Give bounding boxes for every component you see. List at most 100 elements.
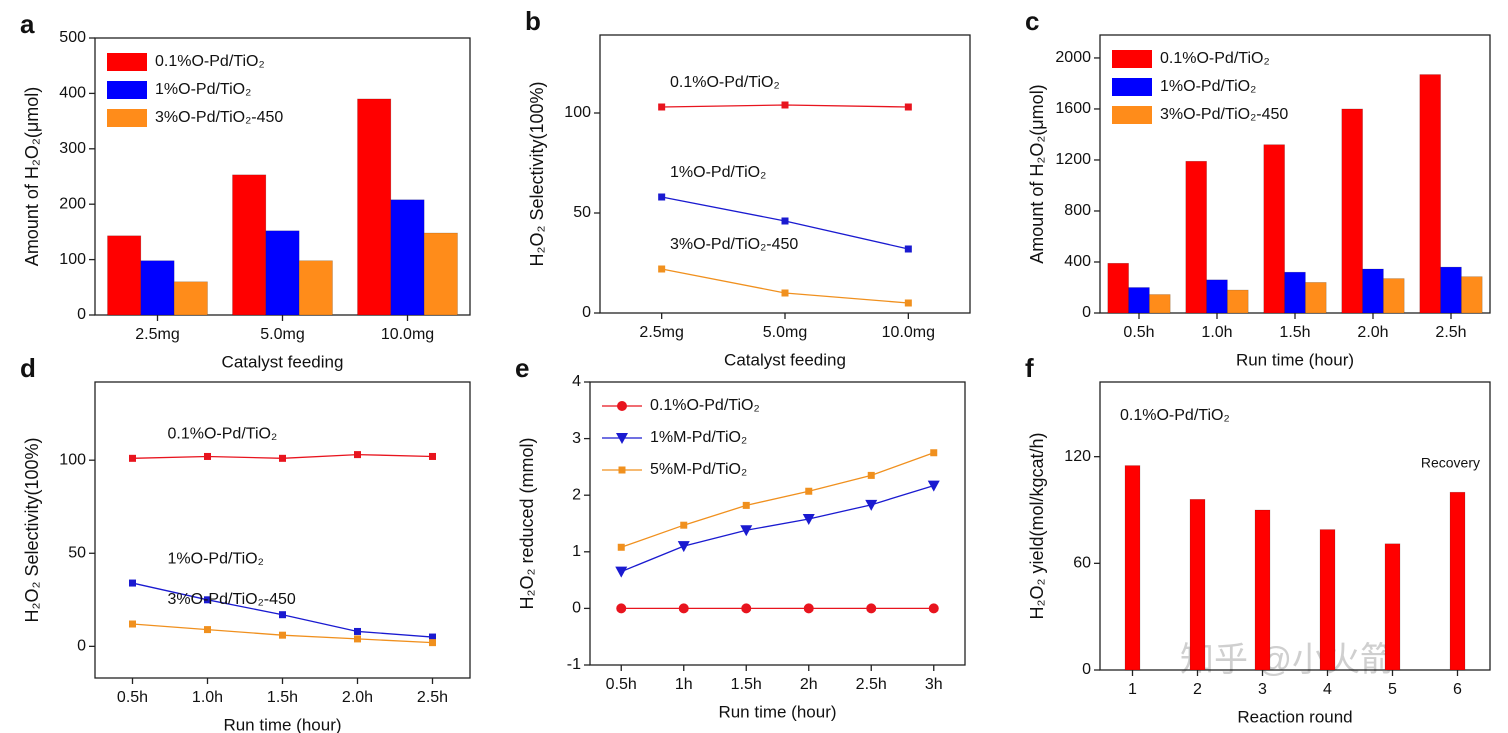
x-tick-label: 1.5h bbox=[731, 676, 762, 693]
panel-label: b bbox=[525, 6, 541, 36]
bar bbox=[1206, 279, 1228, 314]
point bbox=[781, 217, 789, 225]
point bbox=[904, 103, 912, 111]
x-axis-label: Catalyst feeding bbox=[724, 350, 846, 369]
point bbox=[204, 452, 211, 460]
y-tick-label: 120 bbox=[1064, 448, 1091, 465]
bar bbox=[423, 232, 458, 316]
series-label: 0.1%O-Pd/TiO₂ bbox=[168, 426, 278, 443]
y-tick-label: 2 bbox=[572, 486, 581, 503]
watermark: 知乎 @小火箭 bbox=[1180, 641, 1394, 679]
point bbox=[803, 603, 814, 614]
bar bbox=[265, 230, 300, 316]
y-tick-label: 400 bbox=[1064, 253, 1091, 270]
x-tick-label: 2.5mg bbox=[135, 326, 179, 343]
point bbox=[904, 299, 912, 307]
x-tick-label: 0.5h bbox=[606, 676, 637, 693]
y-tick-label: -1 bbox=[567, 656, 581, 673]
point bbox=[129, 454, 136, 462]
point bbox=[204, 596, 211, 604]
point bbox=[680, 521, 688, 529]
x-tick-label: 5 bbox=[1388, 681, 1397, 698]
bar bbox=[1319, 529, 1336, 671]
y-tick-label: 400 bbox=[59, 85, 86, 102]
series-label: 3%O-Pd/TiO₂-450 bbox=[168, 591, 296, 608]
y-axis-label: Amount of H₂O₂(μmol) bbox=[22, 87, 42, 266]
y-tick-label: 60 bbox=[1073, 555, 1091, 572]
x-axis-label: Run time (hour) bbox=[718, 702, 836, 721]
point bbox=[618, 466, 626, 474]
point bbox=[740, 525, 753, 537]
point bbox=[805, 487, 813, 495]
x-tick-label: 5.0mg bbox=[763, 324, 807, 341]
x-tick-label: 0.5h bbox=[1123, 324, 1154, 341]
legend-label: 5%M-Pd/TiO₂ bbox=[650, 461, 747, 478]
x-axis-label: Run time (hour) bbox=[1236, 350, 1354, 369]
legend-swatch bbox=[1112, 50, 1152, 68]
legend-label: 1%O-Pd/TiO₂ bbox=[155, 81, 251, 98]
x-tick-label: 10.0mg bbox=[882, 324, 935, 341]
bar bbox=[1284, 271, 1306, 314]
bar bbox=[357, 98, 392, 316]
bar bbox=[232, 174, 267, 316]
bar bbox=[298, 260, 333, 316]
y-axis-label: H₂O₂ reduced (mmol) bbox=[517, 437, 537, 609]
x-tick-label: 3 bbox=[1258, 681, 1267, 698]
legend-label: 3%O-Pd/TiO₂-450 bbox=[1160, 106, 1288, 123]
point bbox=[866, 603, 877, 614]
y-tick-label: 100 bbox=[59, 251, 86, 268]
point bbox=[429, 639, 436, 647]
point bbox=[617, 543, 625, 551]
x-tick-label: 1.5h bbox=[1279, 324, 1310, 341]
bar bbox=[1461, 276, 1483, 314]
y-tick-label: 100 bbox=[564, 104, 591, 121]
point bbox=[742, 501, 750, 509]
legend-swatch bbox=[1112, 106, 1152, 124]
series-label: 1%O-Pd/TiO₂ bbox=[670, 164, 766, 181]
x-tick-label: 4 bbox=[1323, 681, 1332, 698]
x-tick-label: 2.5h bbox=[417, 689, 448, 706]
y-tick-label: 500 bbox=[59, 29, 86, 46]
x-tick-label: 1 bbox=[1128, 681, 1137, 698]
x-tick-label: 2 bbox=[1193, 681, 1202, 698]
y-tick-label: 4 bbox=[572, 373, 581, 390]
annotation: Recovery bbox=[1421, 455, 1480, 471]
point bbox=[781, 289, 789, 297]
y-axis-label: H₂O₂ yield(mol/kgcat/h) bbox=[1027, 432, 1047, 619]
point bbox=[616, 603, 627, 614]
y-tick-label: 2000 bbox=[1055, 49, 1091, 66]
point bbox=[741, 603, 752, 614]
bar bbox=[173, 281, 208, 316]
series-label: 3%O-Pd/TiO₂-450 bbox=[670, 236, 798, 253]
y-tick-label: 0 bbox=[572, 600, 581, 617]
point bbox=[781, 101, 789, 109]
panel-label: d bbox=[20, 353, 36, 383]
y-tick-label: 0 bbox=[77, 306, 86, 323]
point bbox=[279, 611, 286, 619]
line bbox=[621, 484, 934, 573]
series-label: 0.1%O-Pd/TiO₂ bbox=[670, 74, 780, 91]
bar bbox=[390, 199, 425, 316]
x-tick-label: 2.0h bbox=[342, 689, 373, 706]
x-tick-label: 0.5h bbox=[117, 689, 148, 706]
bar bbox=[140, 260, 175, 316]
bar bbox=[1149, 294, 1171, 314]
x-tick-label: 2.5h bbox=[1435, 324, 1466, 341]
panel-label: a bbox=[20, 9, 35, 39]
bar bbox=[1383, 278, 1405, 314]
y-tick-label: 300 bbox=[59, 140, 86, 157]
series-label: 0.1%O-Pd/TiO₂ bbox=[1120, 407, 1230, 424]
x-tick-label: 1.5h bbox=[267, 689, 298, 706]
point bbox=[279, 454, 286, 462]
point bbox=[802, 513, 815, 525]
x-tick-label: 3h bbox=[925, 676, 943, 693]
bar bbox=[1449, 491, 1466, 671]
bar bbox=[1189, 499, 1206, 671]
legend-swatch bbox=[1112, 78, 1152, 96]
legend-label: 0.1%O-Pd/TiO₂ bbox=[1160, 50, 1270, 67]
point bbox=[204, 626, 211, 634]
x-tick-label: 2.5h bbox=[856, 676, 887, 693]
bar bbox=[1124, 465, 1141, 671]
legend-swatch bbox=[107, 81, 147, 99]
